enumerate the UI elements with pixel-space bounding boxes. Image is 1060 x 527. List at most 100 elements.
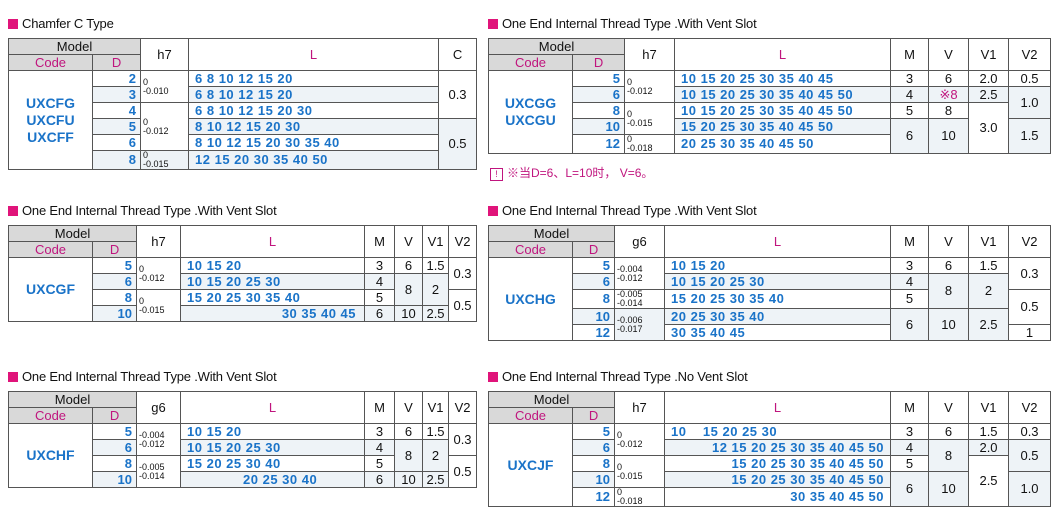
d-value: 6 (571, 439, 616, 456)
d-value: 6 (571, 273, 616, 290)
v1-value: 2.0 (968, 70, 1010, 87)
header-tolerance: g6 (136, 391, 182, 424)
l-values: 10 15 20 25 30 35 40 45 (674, 70, 892, 87)
bullet-square-icon (8, 19, 18, 29)
v1-value: 1.5 (422, 423, 450, 440)
l-values: 30 35 40 45 (180, 305, 366, 322)
d-value: 8 (91, 289, 138, 306)
header-V1: V1 (968, 225, 1010, 258)
spec-table: Model h7 L C Code D UXCFG UXCFU UXCFF 2 0-… (7, 38, 478, 170)
header-V: V (394, 391, 424, 424)
tolerance-cell: 0 -0.010 (140, 70, 190, 103)
v2-value: 1.0 (1008, 86, 1052, 119)
v2-value: 1 (1008, 324, 1052, 341)
spec-table: Model h7 L M V V1 V2 Code D UXCGF 5 0 -0.… (7, 225, 478, 322)
header-M: M (890, 38, 930, 71)
v-value: 10 (394, 305, 424, 322)
v-value: 10 (928, 308, 970, 341)
l-values: 12 15 20 30 35 40 50 (188, 150, 440, 170)
m-value: 5 (890, 289, 930, 309)
header-code: Code (8, 54, 93, 71)
v1-value: 3.0 (968, 102, 1010, 154)
l-values: 10 15 20 25 30 (180, 273, 366, 290)
d-value: 5 (571, 423, 616, 440)
m-value: 4 (364, 439, 396, 456)
spec-table: Model g6 L M V V1 V2 Code D UXCHF 5 -0.0… (7, 391, 478, 488)
header-model: Model (7, 38, 142, 55)
header-tolerance: h7 (614, 391, 666, 424)
header-M: M (364, 225, 396, 258)
d-value: 8 (571, 102, 626, 119)
l-values: 10 15 20 (180, 423, 366, 440)
m-value: 6 (364, 471, 396, 488)
v1-value: 1.5 (968, 423, 1010, 440)
section-title: Chamfer C Type (8, 16, 114, 31)
d-value: 6 (91, 439, 138, 456)
d-value: 12 (571, 487, 616, 507)
header-L: L (188, 38, 440, 71)
tolerance-cell: -0.005 -0.014 (614, 289, 666, 309)
v2-value: 0.3 (448, 423, 478, 456)
tolerance-cell: 0 -0.015 (624, 102, 676, 135)
header-V2: V2 (448, 391, 478, 424)
code-cell: UXCJF (488, 423, 573, 507)
bullet-square-icon (8, 372, 18, 382)
notice-icon: ! (490, 168, 503, 181)
tolerance-cell: 0 -0.018 (614, 487, 666, 507)
v2-value: 1.0 (1008, 471, 1052, 507)
header-model: Model (487, 391, 616, 408)
d-value: 5 (91, 423, 138, 440)
tolerance-cell: 0 -0.018 (624, 134, 676, 154)
tolerance-cell: -0.004 -0.012 (614, 257, 666, 290)
d-value: 8 (571, 289, 616, 309)
header-V2: V2 (1008, 38, 1052, 71)
l-values: 10 15 20 (180, 257, 366, 274)
header-C: C (438, 38, 478, 71)
m-value: 4 (890, 86, 930, 103)
m-value: 4 (890, 439, 930, 456)
l-values: 30 35 40 45 (664, 324, 892, 341)
tolerance-cell: 0 -0.012 (624, 70, 676, 103)
d-value: 8 (571, 455, 616, 472)
header-code: Code (488, 407, 573, 424)
d-value: 3 (91, 86, 142, 103)
code-cell: UXCFG UXCFU UXCFF (8, 70, 93, 170)
tolerance-cell: -0.006 -0.017 (614, 308, 666, 341)
d-value: 4 (91, 102, 142, 119)
tolerance-cell: -0.004 -0.012 (136, 423, 182, 456)
v1-value: 1.5 (968, 257, 1010, 274)
v1-value: 2 (422, 439, 450, 472)
m-value: 5 (890, 455, 930, 472)
m-value: 3 (890, 423, 930, 440)
l-values: 8 10 12 15 20 30 (188, 118, 440, 135)
l-values: 20 25 30 35 40 (664, 308, 892, 325)
d-value: 8 (91, 150, 142, 170)
d-value: 12 (571, 134, 626, 154)
header-code: Code (488, 54, 573, 71)
spec-table: Model g6 L M V V1 V2 Code D UXCHG 5 -0.0… (487, 225, 1052, 341)
m-value: 3 (890, 257, 930, 274)
m-value: 4 (364, 273, 396, 290)
tolerance-cell: 0 -0.015 (140, 150, 190, 170)
v-value: 8 (928, 273, 970, 309)
header-tolerance: h7 (624, 38, 676, 71)
bullet-square-icon (488, 372, 498, 382)
d-value: 5 (91, 118, 142, 135)
header-model: Model (487, 38, 626, 55)
d-value: 8 (91, 455, 138, 472)
spec-table: Model h7 L M V V1 V2 Code D UXCJF 5 0 -0.… (487, 391, 1052, 507)
d-value: 6 (91, 134, 142, 151)
v-value: 10 (928, 118, 970, 154)
d-value: 2 (91, 70, 142, 87)
v2-value: 0.5 (448, 455, 478, 488)
section-title: One End Internal Thread Type .With Vent … (488, 203, 757, 218)
v-value: 6 (928, 423, 970, 440)
header-V: V (928, 38, 970, 71)
m-value: 5 (364, 455, 396, 472)
footnote: ! ※当D=6、L=10时， V=6。 (490, 164, 653, 181)
l-values: 15 20 25 30 35 40 (664, 289, 892, 309)
v1-value: 2 (968, 273, 1010, 309)
v-value: 8 (394, 439, 424, 472)
header-M: M (364, 391, 396, 424)
l-values: 15 20 25 30 40 (180, 455, 366, 472)
